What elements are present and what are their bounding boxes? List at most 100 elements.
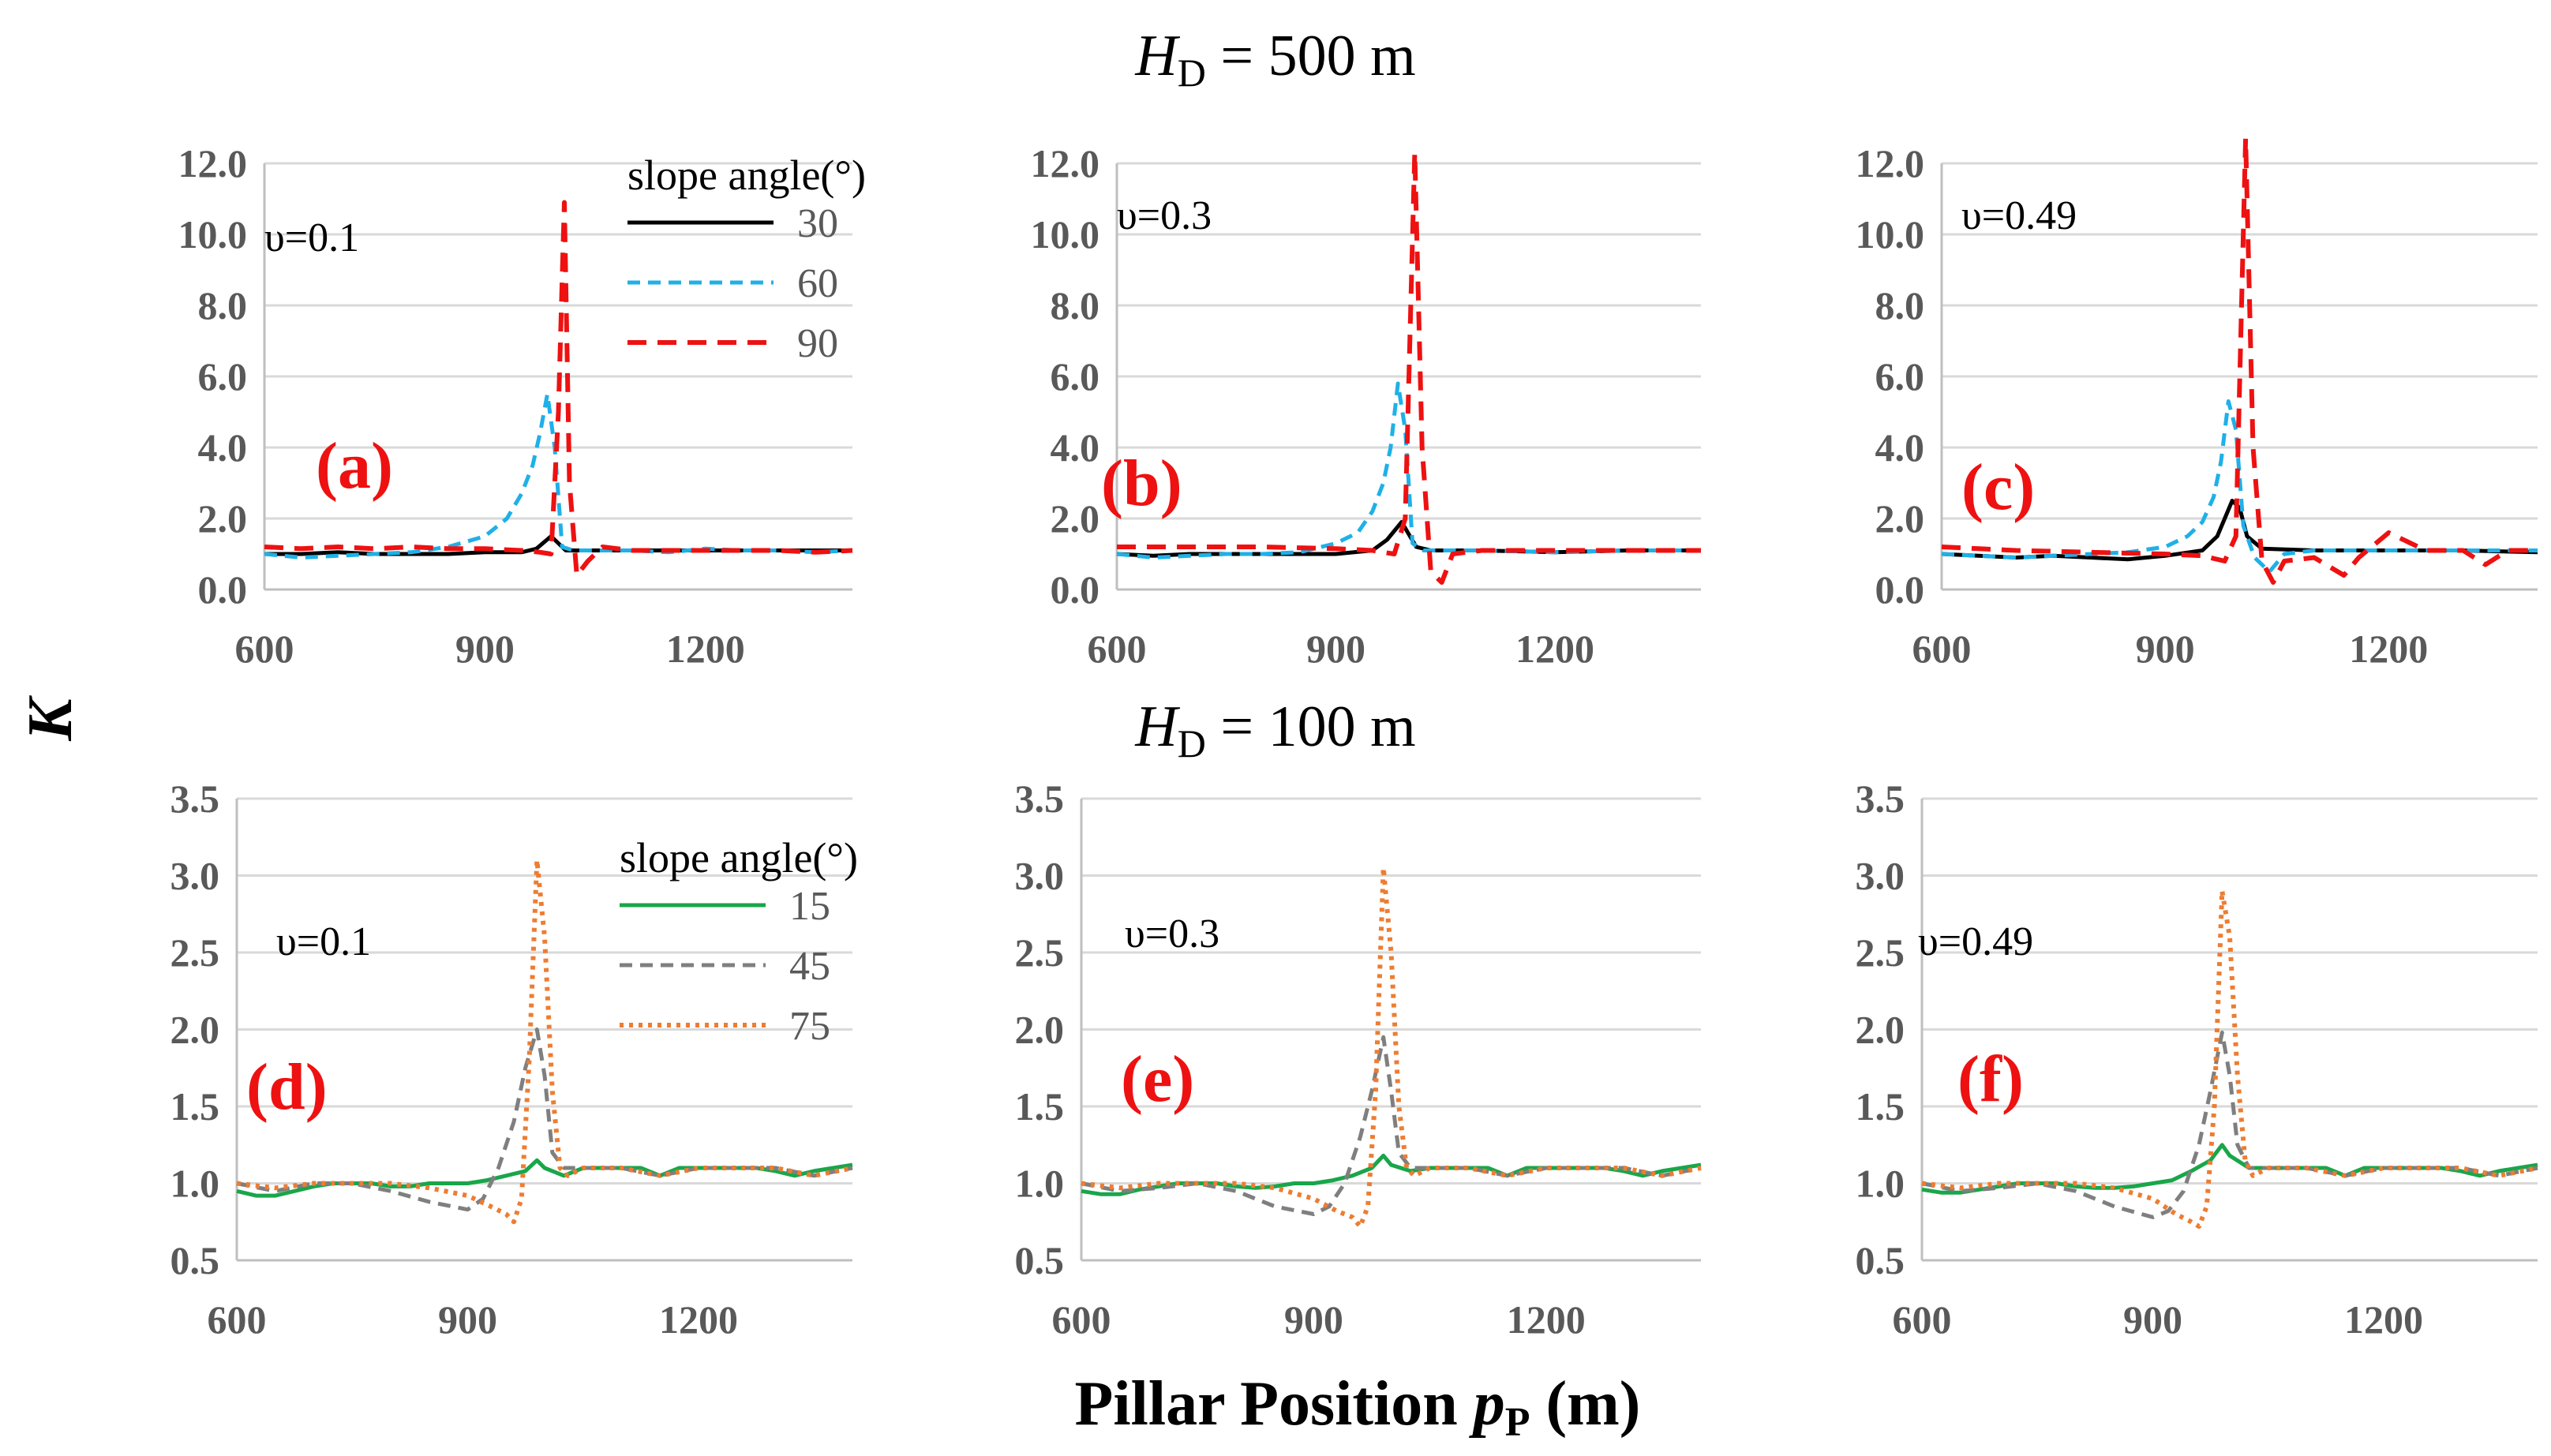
y-tick-label: 4.0 xyxy=(1875,425,1925,470)
chart-panel-b: 0.0 2.0 4.0 6.0 8.0 10.0 12.0 600 900 1200 υ=0.3 (b… xyxy=(1031,141,1701,671)
y-tick-label: 1.5 xyxy=(170,1084,220,1128)
x-tick-label: 900 xyxy=(1284,1297,1343,1342)
x-tick-label: 1200 xyxy=(1515,627,1594,671)
legend-entry-15: 15 xyxy=(789,884,830,929)
y-tick-label: 3.0 xyxy=(1856,854,1905,898)
poisson-ratio-label: υ=0.49 xyxy=(1918,919,2033,964)
legend-entry-45: 45 xyxy=(789,944,830,989)
y-tick-label: 1.0 xyxy=(1015,1162,1065,1206)
series-line-60 xyxy=(264,392,853,560)
chart-panel-a: 0.0 2.0 4.0 6.0 8.0 10.0 12.0 600 900 1200 υ=0.1 (a… xyxy=(178,141,866,671)
y-tick-label: 2.5 xyxy=(170,930,220,975)
poisson-ratio-label: υ=0.1 xyxy=(264,215,359,260)
x-tick-label: 600 xyxy=(235,627,294,671)
chart-panel-e: 0.5 1.0 1.5 2.0 2.5 3.0 3.5 600 900 1200 υ=0.3 (e) xyxy=(1015,777,1702,1342)
y-tick-label: 2.0 xyxy=(1875,496,1925,541)
x-axis-label: Pillar Position pP (m) xyxy=(1075,1369,1641,1445)
x-tick-label: 600 xyxy=(1912,627,1972,671)
y-tick-label: 10.0 xyxy=(178,212,248,256)
x-tick-label: 900 xyxy=(438,1297,497,1342)
y-tick-label: 8.0 xyxy=(1051,283,1100,328)
legend-entry-30: 30 xyxy=(797,201,838,246)
series-line-30 xyxy=(1941,499,2538,562)
y-tick-label: 2.0 xyxy=(1015,1008,1065,1052)
panel-label: (a) xyxy=(316,429,393,503)
series-line-90 xyxy=(1941,136,2538,585)
legend-entry-75: 75 xyxy=(789,1004,830,1049)
panel-label: (f) xyxy=(1957,1042,2024,1116)
x-tick-label: 600 xyxy=(1893,1297,1952,1342)
y-tick-label: 4.0 xyxy=(1051,425,1100,470)
y-tick-label: 1.5 xyxy=(1856,1084,1905,1128)
y-tick-label: 3.0 xyxy=(1015,854,1065,898)
y-tick-label: 1.5 xyxy=(1015,1084,1065,1128)
series-line-90 xyxy=(1117,150,1701,585)
series-line-45 xyxy=(1921,1030,2538,1219)
chart-panel-d: 0.5 1.0 1.5 2.0 2.5 3.0 3.5 600 900 1200 υ=0.1 (d) s… xyxy=(170,777,858,1342)
y-tick-label: 8.0 xyxy=(1875,283,1925,328)
x-tick-label: 600 xyxy=(1052,1297,1111,1342)
poisson-ratio-label: υ=0.3 xyxy=(1117,193,1212,238)
x-tick-label: 900 xyxy=(455,627,515,671)
x-tick-label: 600 xyxy=(208,1297,267,1342)
y-tick-label: 12.0 xyxy=(178,141,248,185)
series-line-75 xyxy=(1921,889,2538,1230)
panel-label: (b) xyxy=(1101,447,1182,520)
y-tick-label: 12.0 xyxy=(1031,141,1100,185)
chart-panel-c: 0.0 2.0 4.0 6.0 8.0 10.0 12.0 600 900 1200 υ=0.49 (… xyxy=(1856,136,2538,671)
y-tick-label: 0.0 xyxy=(1875,567,1925,612)
y-tick-label: 0.0 xyxy=(1051,567,1100,612)
y-tick-label: 0.0 xyxy=(198,567,248,612)
x-tick-label: 1200 xyxy=(659,1297,738,1342)
y-tick-label: 3.5 xyxy=(170,777,220,821)
series-line-75 xyxy=(236,858,853,1225)
x-tick-label: 600 xyxy=(1088,627,1147,671)
series-line-90 xyxy=(264,200,853,578)
y-tick-label: 2.0 xyxy=(170,1008,220,1052)
legend-entry-90: 90 xyxy=(797,321,838,366)
poisson-ratio-label: υ=0.49 xyxy=(1961,193,2077,238)
y-tick-label: 2.0 xyxy=(1051,496,1100,541)
x-tick-label: 1200 xyxy=(2349,627,2428,671)
legend-title: slope angle(°) xyxy=(627,152,866,199)
y-tick-label: 3.5 xyxy=(1015,777,1065,821)
y-tick-label: 0.5 xyxy=(1015,1238,1065,1282)
y-tick-label: 6.0 xyxy=(1051,354,1100,399)
y-tick-label: 0.5 xyxy=(1856,1238,1905,1282)
panel-label: (d) xyxy=(246,1050,328,1124)
legend-entry-60: 60 xyxy=(797,261,838,306)
series-line-60 xyxy=(1116,381,1701,560)
y-tick-label: 6.0 xyxy=(198,354,248,399)
y-tick-label: 2.0 xyxy=(1856,1008,1905,1052)
y-tick-label: 2.5 xyxy=(1015,930,1065,975)
y-tick-label: 2.0 xyxy=(198,496,248,541)
panel-label: (e) xyxy=(1121,1042,1194,1116)
poisson-ratio-label: υ=0.1 xyxy=(276,919,371,964)
y-tick-label: 3.0 xyxy=(170,854,220,898)
x-tick-label: 1200 xyxy=(1507,1297,1586,1342)
poisson-ratio-label: υ=0.3 xyxy=(1125,911,1219,956)
y-axis-label: K xyxy=(16,695,85,742)
y-tick-label: 1.0 xyxy=(1856,1162,1905,1206)
panels: 0.0 2.0 4.0 6.0 8.0 10.0 12.0 600 900 1200 υ=0.1 (a… xyxy=(170,136,2538,1342)
row-title-bottom: HD = 100 m xyxy=(1134,694,1415,765)
y-tick-label: 10.0 xyxy=(1031,212,1100,256)
y-tick-label: 0.5 xyxy=(170,1238,220,1282)
y-tick-label: 6.0 xyxy=(1875,354,1925,399)
y-tick-label: 3.5 xyxy=(1856,777,1905,821)
x-tick-label: 900 xyxy=(1306,627,1365,671)
legend: slope angle(°)15 45 75 xyxy=(620,834,858,1049)
panel-label: (c) xyxy=(1961,451,2035,524)
chart-panel-f: 0.5 1.0 1.5 2.0 2.5 3.0 3.5 600 900 1200 υ=0.49 (f) xyxy=(1856,777,2538,1342)
y-tick-label: 1.0 xyxy=(170,1162,220,1206)
legend: slope angle(°)30 60 90 xyxy=(627,152,866,366)
series-line-60 xyxy=(1941,399,2538,574)
row-title-top: HD = 500 m xyxy=(1134,24,1415,95)
x-tick-label: 1200 xyxy=(666,627,745,671)
series-line-75 xyxy=(1081,865,1702,1230)
y-tick-label: 8.0 xyxy=(198,283,248,328)
legend-title: slope angle(°) xyxy=(620,834,858,881)
y-tick-label: 12.0 xyxy=(1856,141,1925,185)
